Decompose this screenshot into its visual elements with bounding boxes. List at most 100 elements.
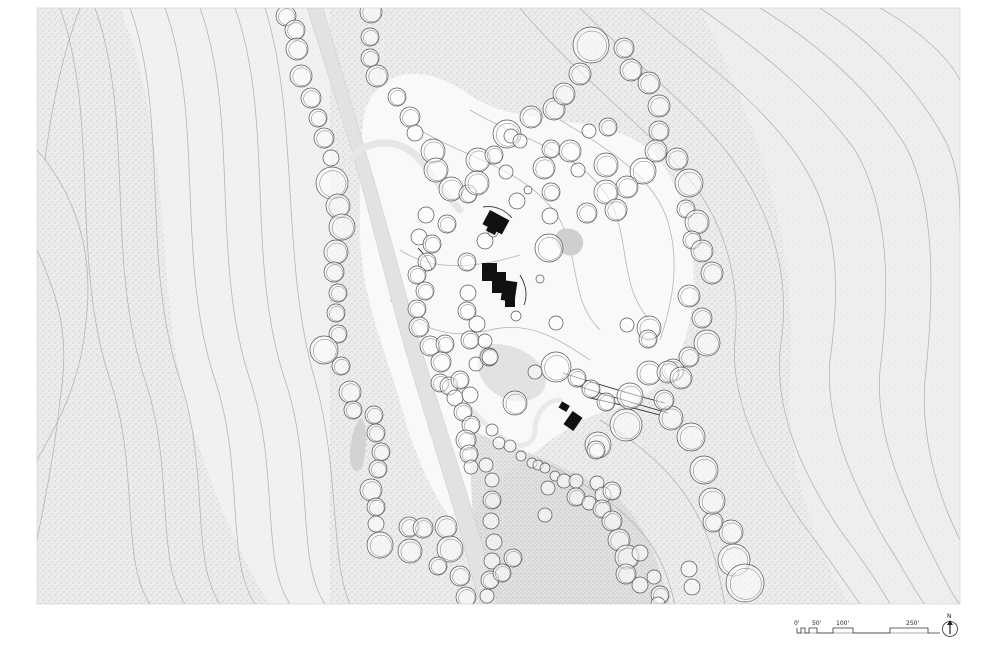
tree-canopy-inner <box>326 264 344 282</box>
tree-canopy-inner <box>680 287 700 307</box>
tree-canopy-inner <box>292 67 312 87</box>
tree-canopy <box>328 213 356 241</box>
tree-canopy <box>502 390 528 416</box>
tree-canopy-inner <box>651 123 669 141</box>
tree-canopy <box>541 207 559 225</box>
scale-bar: 0' 50' 100' 250' <box>794 620 940 634</box>
tree-canopy-inner <box>576 30 607 61</box>
tree-canopy <box>434 515 458 539</box>
tree-canopy-inner <box>641 332 657 348</box>
tree-canopy-inner <box>681 349 699 367</box>
tree-canopy <box>725 563 765 603</box>
tree-canopy <box>406 124 424 142</box>
tree-canopy-inner <box>460 255 476 271</box>
tree-canopy-inner <box>701 490 724 513</box>
tree-canopy-inner <box>538 237 562 261</box>
tree-canopy <box>515 450 527 462</box>
tree-canopy <box>455 586 477 604</box>
tree-canopy <box>367 515 385 533</box>
tree-canopy <box>637 71 661 95</box>
tree-canopy <box>702 511 724 533</box>
tree-canopy <box>527 364 543 380</box>
tree-canopy-inner <box>640 74 660 94</box>
tree-canopy-inner <box>438 337 454 353</box>
tree-canopy <box>399 106 421 128</box>
tree-canopy <box>492 436 506 450</box>
tree-canopy <box>689 455 719 485</box>
tree-canopy-inner <box>561 142 581 162</box>
tree-canopy-inner <box>415 520 433 538</box>
tree-canopy-inner <box>596 155 617 176</box>
tree-canopy-inner <box>545 100 565 120</box>
tree-canopy <box>631 544 649 562</box>
tree-canopy-inner <box>694 310 712 328</box>
tree-canopy <box>540 480 556 496</box>
tree-canopy <box>690 239 714 263</box>
scale-label-0: 0' <box>794 620 800 627</box>
tree-canopy-inner <box>420 255 436 271</box>
tree-canopy <box>552 82 576 106</box>
tree-canopy-inner <box>458 589 476 604</box>
tree-canopy-inner <box>555 85 575 105</box>
tree-canopy-inner <box>696 332 719 355</box>
tree-canopy <box>537 507 553 523</box>
tree-canopy-inner <box>411 319 429 337</box>
tree-canopy-inner <box>661 408 682 429</box>
tree-canopy <box>482 512 500 530</box>
tree-canopy-inner <box>656 392 674 410</box>
tree-canopy-inner <box>369 426 385 442</box>
tree-canopy-inner <box>288 40 308 60</box>
tree-canopy-inner <box>431 559 447 575</box>
tree-canopy <box>570 162 586 178</box>
tree-canopy <box>619 317 635 333</box>
tree-canopy <box>481 348 499 366</box>
tree-canopy-inner <box>632 160 655 183</box>
tree-canopy <box>646 569 662 585</box>
tree-canopy-inner <box>363 51 379 67</box>
tree-canopy-inner <box>672 369 692 389</box>
building-south <box>558 401 583 431</box>
tree-canopy-inner <box>346 403 362 419</box>
tree-canopy <box>568 62 592 86</box>
building-main <box>482 263 518 307</box>
pond-west <box>350 418 367 472</box>
tree-canopy <box>568 473 584 489</box>
tree-canopy-inner <box>618 178 638 198</box>
tree-canopy <box>365 64 389 88</box>
tree-canopy-inner <box>331 216 354 239</box>
tree-canopy <box>691 307 713 329</box>
tree-canopy <box>459 284 477 302</box>
tree-canopy <box>477 333 493 349</box>
tree-canopy <box>284 19 306 41</box>
tree-canopy-inner <box>705 514 723 532</box>
tree-canopy-inner <box>506 551 522 567</box>
tree-canopy-inner <box>334 359 350 375</box>
tree-canopy <box>615 175 639 199</box>
tree-canopy <box>498 164 514 180</box>
tree-canopy-inner <box>418 284 434 300</box>
tree-canopy <box>693 329 721 357</box>
tree-canopy-inner <box>584 382 600 398</box>
tree-canopy <box>338 380 362 404</box>
tree-canopy <box>540 351 572 383</box>
tree-canopy-inner <box>316 130 334 148</box>
tree-canopy <box>503 439 517 453</box>
tree-canopy <box>593 152 619 178</box>
tree-canopy <box>523 185 533 195</box>
tree-canopy-inner <box>371 462 387 478</box>
tree-canopy <box>683 578 701 596</box>
tree-canopy-inner <box>522 108 542 128</box>
tree-canopy <box>479 588 495 604</box>
tree-canopy <box>700 261 724 285</box>
tree-canopy-inner <box>487 148 503 164</box>
tree-canopy-inner <box>439 538 462 561</box>
tree-canopy <box>676 422 706 452</box>
tree-canopy-inner <box>410 268 426 284</box>
tree-canopy-inner <box>729 567 762 600</box>
tree-canopy-inner <box>678 172 702 196</box>
tree-canopy <box>417 206 435 224</box>
tree-canopy-inner <box>604 513 622 531</box>
map-frame <box>36 7 961 605</box>
tree-canopy <box>619 58 643 82</box>
tree-canopy-inner <box>579 205 597 223</box>
